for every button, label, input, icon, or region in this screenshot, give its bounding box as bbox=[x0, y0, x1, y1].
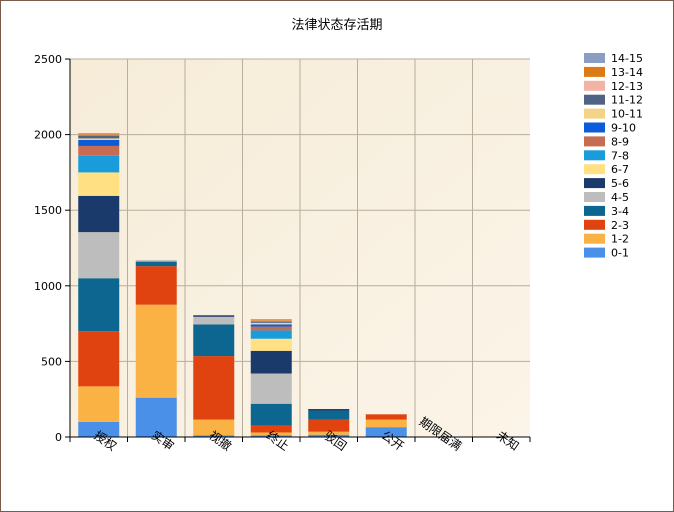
chart-title: 法律状态存活期 bbox=[291, 18, 383, 33]
bar-segment bbox=[78, 195, 120, 233]
legend-label: 14-15 bbox=[611, 52, 643, 65]
bar-segment bbox=[250, 319, 292, 320]
legend-swatch bbox=[584, 150, 605, 161]
bar-segment bbox=[78, 133, 120, 135]
bar-segment bbox=[78, 138, 120, 140]
bar-segment bbox=[78, 278, 120, 332]
bar-segment bbox=[250, 324, 292, 327]
bar-segment bbox=[250, 338, 292, 351]
bar-segment bbox=[193, 316, 235, 325]
legend-swatch bbox=[584, 164, 605, 175]
bar-segment bbox=[78, 172, 120, 196]
legend-swatch bbox=[584, 219, 605, 230]
legend-swatch bbox=[584, 178, 605, 189]
bar-segment bbox=[250, 319, 292, 321]
bar-segment bbox=[135, 260, 177, 262]
legend-label: 10-11 bbox=[611, 108, 643, 121]
legend-label: 9-10 bbox=[611, 122, 636, 135]
legend-swatch bbox=[584, 80, 605, 91]
bar-segment bbox=[250, 432, 292, 436]
legend-swatch bbox=[584, 53, 605, 63]
bar-segment bbox=[78, 134, 120, 136]
bar-segment bbox=[193, 356, 235, 420]
bar-segment bbox=[250, 350, 292, 374]
legend-swatch bbox=[584, 233, 605, 244]
y-tick-label: 2000 bbox=[34, 129, 62, 142]
legend-label: 1-2 bbox=[611, 233, 629, 246]
bar-segment bbox=[193, 315, 235, 317]
bar-segment bbox=[308, 434, 350, 437]
bar-segment bbox=[135, 304, 177, 398]
bar-segment bbox=[78, 139, 120, 146]
legend-swatch bbox=[584, 108, 605, 119]
legend-label: 11-12 bbox=[611, 94, 643, 107]
legend-swatch bbox=[584, 205, 605, 216]
bar-segment bbox=[250, 373, 292, 404]
bar-segment bbox=[78, 133, 120, 134]
bar-segment bbox=[193, 324, 235, 357]
legend-swatch bbox=[584, 192, 605, 202]
legend-label: 8-9 bbox=[611, 135, 629, 148]
bar-segment bbox=[250, 321, 292, 323]
legend-label: 2-3 bbox=[611, 219, 629, 232]
legend-swatch bbox=[584, 122, 605, 133]
bar-segment bbox=[308, 409, 350, 411]
bar-segment bbox=[250, 320, 292, 322]
bar-segment bbox=[135, 261, 177, 267]
legend-label: 13-14 bbox=[611, 66, 643, 79]
bar-segment bbox=[78, 232, 120, 279]
bar-segment bbox=[365, 427, 407, 437]
bar-segment bbox=[78, 421, 120, 437]
legend-label: 5-6 bbox=[611, 177, 629, 190]
bar-segment bbox=[250, 326, 292, 331]
bar-segment bbox=[250, 425, 292, 433]
y-tick-label: 1000 bbox=[34, 280, 62, 293]
bar-segment bbox=[308, 431, 350, 435]
y-tick-label: 500 bbox=[41, 355, 62, 368]
bar-segment bbox=[78, 386, 120, 422]
bar-segment bbox=[193, 435, 235, 437]
bar-segment bbox=[250, 330, 292, 339]
bar-segment bbox=[193, 419, 235, 436]
bar-segment bbox=[250, 403, 292, 426]
bar-segment bbox=[135, 397, 177, 437]
bar-segment bbox=[250, 435, 292, 437]
legend-label: 7-8 bbox=[611, 149, 629, 162]
legend-label: 0-1 bbox=[611, 247, 629, 260]
y-tick-label: 2500 bbox=[34, 53, 62, 66]
legend-label: 3-4 bbox=[611, 205, 629, 218]
bar-segment bbox=[308, 419, 350, 432]
bar-segment bbox=[308, 410, 350, 420]
bar-segment bbox=[135, 266, 177, 305]
legend-swatch bbox=[584, 94, 605, 105]
bar-segment bbox=[250, 322, 292, 325]
bar-segment bbox=[78, 155, 120, 173]
y-tick-label: 1500 bbox=[34, 204, 62, 217]
legend-swatch bbox=[584, 247, 605, 258]
bar-segment bbox=[365, 414, 407, 420]
legend-swatch bbox=[584, 66, 605, 77]
bar-segment bbox=[365, 419, 407, 428]
legend-label: 12-13 bbox=[611, 80, 643, 93]
legend-label: 6-7 bbox=[611, 163, 629, 176]
legend-swatch bbox=[584, 136, 605, 147]
legend-label: 4-5 bbox=[611, 191, 629, 204]
y-tick-label: 0 bbox=[55, 431, 62, 444]
bar-segment bbox=[78, 145, 120, 156]
bar-segment bbox=[78, 135, 120, 139]
bar-segment bbox=[78, 331, 120, 387]
